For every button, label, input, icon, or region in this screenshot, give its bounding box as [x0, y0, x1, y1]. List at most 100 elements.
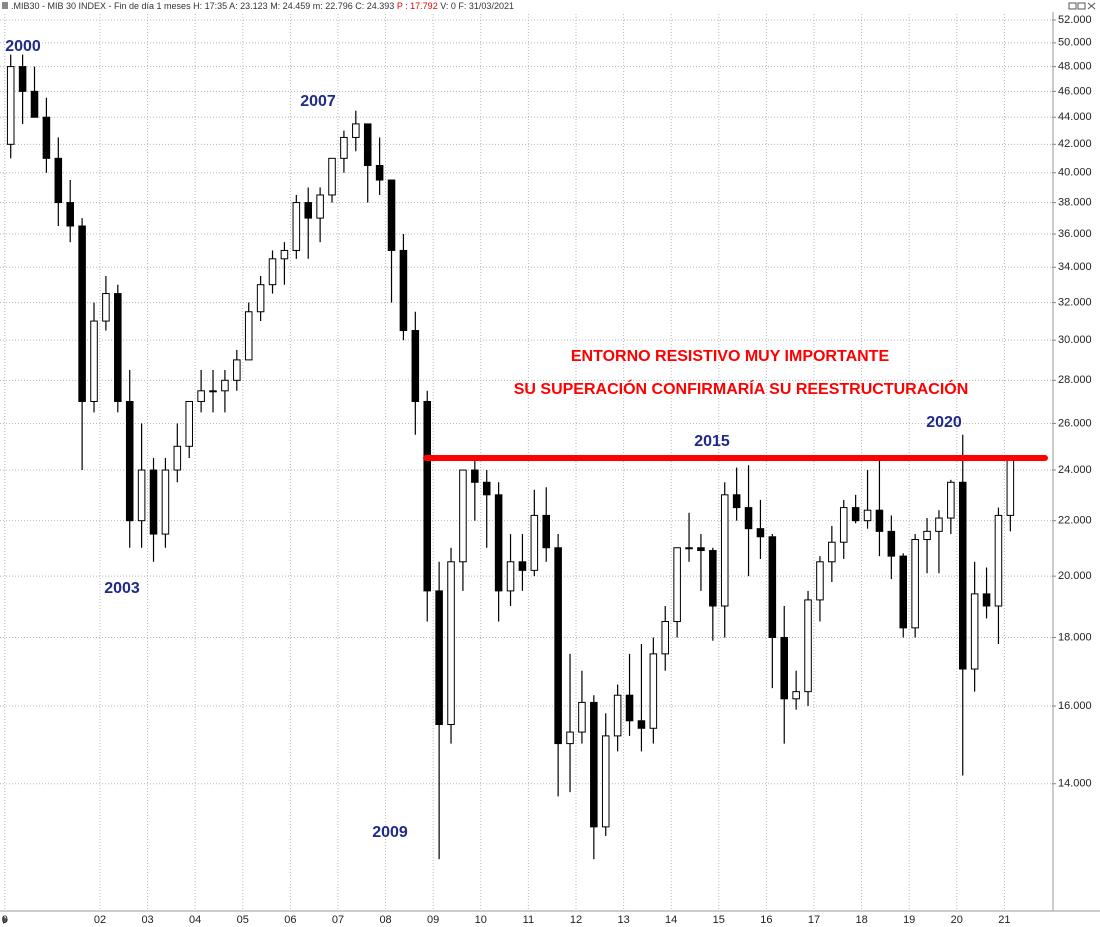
candle-body	[328, 157, 336, 196]
scroll-arrow[interactable]	[3, 916, 8, 924]
y-tick-label: 42.000	[1058, 138, 1092, 150]
candle-body	[114, 293, 122, 402]
candle-body	[125, 400, 134, 522]
candle-body	[233, 359, 241, 381]
candle-body	[756, 528, 765, 538]
candle-body	[780, 636, 789, 700]
candle-body	[375, 164, 384, 181]
candle-body	[316, 194, 324, 219]
candle-body	[447, 561, 455, 726]
y-tick-label: 20.000	[1058, 570, 1092, 582]
header-part: .MIB30 - MIB 30 INDEX - Fin de día 1 mes…	[11, 1, 191, 11]
candle-body	[851, 507, 860, 522]
x-tick-label: 07	[332, 914, 344, 926]
candle-body	[102, 293, 110, 322]
candle-body	[601, 735, 610, 828]
x-tick-label: 19	[903, 914, 915, 926]
candle-body	[221, 379, 229, 392]
candle-body	[387, 179, 396, 251]
candle-body	[506, 561, 515, 592]
y-tick-label: 48.000	[1058, 61, 1092, 73]
candle-body	[149, 469, 158, 535]
candle-body	[482, 481, 491, 496]
annotation: 2020	[926, 414, 962, 431]
header-part: M: 24.459	[270, 1, 310, 11]
x-tick-label: 06	[284, 914, 296, 926]
header-part: V: 0	[440, 1, 456, 11]
header-part: F: 31/03/2021	[458, 1, 514, 11]
candle-body	[1006, 459, 1015, 516]
candle-body	[185, 400, 193, 447]
minimize-button[interactable]	[1068, 2, 1077, 10]
candle-body	[554, 547, 562, 745]
candle-body	[863, 509, 872, 522]
x-tick-label: 11	[523, 914, 534, 926]
x-tick-label: 14	[665, 914, 677, 926]
candle-body	[352, 123, 360, 138]
candle-body	[697, 547, 705, 552]
y-tick-label: 28.000	[1058, 374, 1092, 386]
candle-body	[804, 599, 812, 693]
candle-body	[471, 469, 479, 483]
x-tick-label: 04	[189, 914, 201, 926]
candle-body	[816, 561, 824, 601]
candle-body	[578, 701, 586, 733]
candle-body	[280, 249, 289, 260]
x-tick-label: 10	[475, 914, 487, 926]
candle-body	[90, 320, 98, 402]
header-part: H: 17:35	[193, 1, 227, 11]
header-part: P : 17.792	[397, 1, 438, 11]
x-tick-label: 08	[379, 914, 391, 926]
candle-body	[30, 90, 39, 118]
candle-body	[18, 66, 27, 92]
candle-body	[649, 653, 658, 729]
candle-body	[423, 400, 431, 592]
y-tick-label: 34.000	[1058, 261, 1092, 273]
x-tick-label: 05	[237, 914, 249, 926]
header-part: A: 23.123	[229, 1, 268, 11]
candle-body	[197, 390, 205, 402]
close-button[interactable]	[1087, 2, 1096, 10]
y-tick-label: 46.000	[1058, 85, 1092, 97]
candle-body	[54, 157, 63, 204]
candle-body	[292, 202, 301, 251]
x-tick-label: 12	[570, 914, 582, 926]
candle-body	[590, 701, 598, 828]
y-tick-label: 44.000	[1058, 111, 1092, 123]
candle-body	[161, 469, 170, 535]
x-tick-label: 02	[94, 914, 106, 926]
y-tick-label: 38.000	[1058, 196, 1092, 208]
candle-body	[637, 720, 646, 729]
menu-icon[interactable]	[2, 2, 8, 9]
candle-body	[994, 514, 1003, 607]
annotation: 2003	[104, 580, 140, 597]
candle-body	[542, 514, 551, 549]
candle-body	[625, 694, 634, 722]
candle-body	[935, 517, 943, 532]
y-tick-label: 24.000	[1058, 464, 1092, 476]
annotation: 2000	[5, 38, 41, 55]
candle-body	[209, 390, 217, 393]
header-part: C: 24.393	[355, 1, 394, 11]
y-tick-label: 16.000	[1058, 700, 1092, 712]
x-tick-label: 13	[617, 914, 629, 926]
y-tick-label: 18.000	[1058, 631, 1092, 643]
candle-body	[673, 547, 681, 623]
candle-body	[256, 284, 265, 313]
maximize-button[interactable]	[1077, 2, 1086, 10]
candle-body	[947, 481, 955, 519]
candle-body	[613, 694, 622, 737]
annotation: 2007	[300, 93, 336, 110]
y-tick-label: 50.000	[1058, 37, 1092, 49]
note: SU SUPERACIÓN CONFIRMARÍA SU REESTRUCTUR…	[514, 379, 969, 398]
candle-body	[839, 507, 848, 543]
candle-body	[340, 136, 348, 159]
candle-body	[459, 469, 467, 563]
candle-body	[744, 507, 753, 530]
candle-body	[709, 550, 717, 607]
candle-body	[66, 202, 74, 227]
candle-body	[566, 731, 574, 745]
y-tick-label: 26.000	[1058, 417, 1092, 429]
y-tick-label: 40.000	[1058, 167, 1092, 179]
